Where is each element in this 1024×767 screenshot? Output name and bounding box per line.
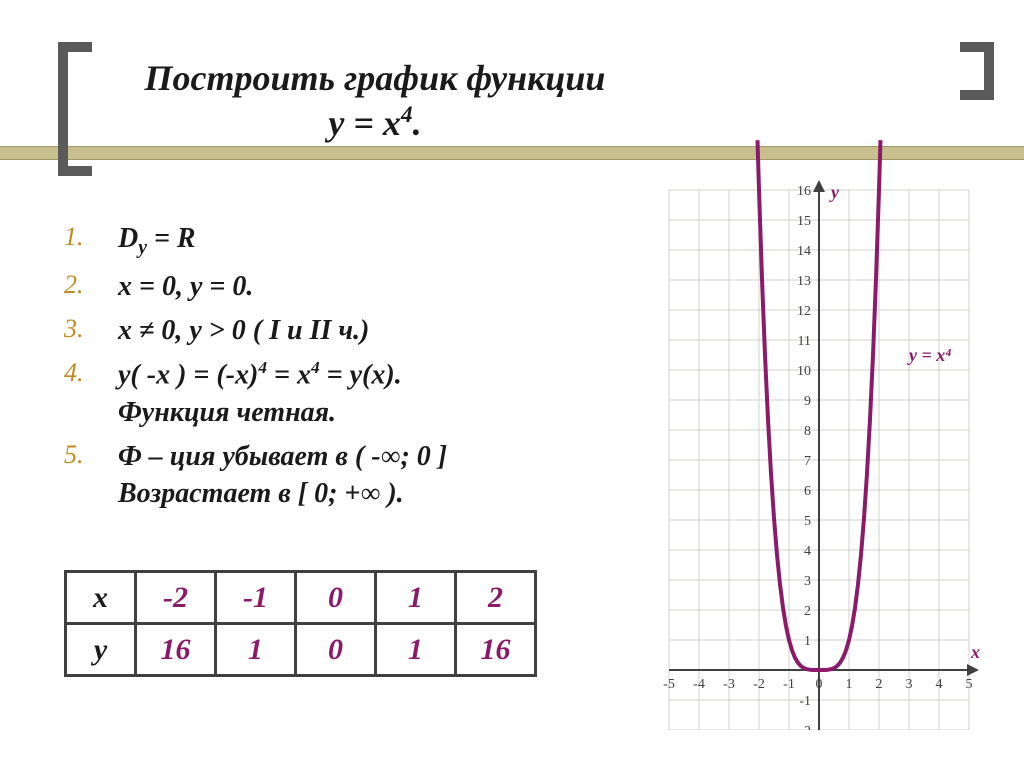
svg-text:0: 0 [816, 677, 823, 692]
title-bracket-right [960, 42, 994, 100]
table-cell: 0 [296, 572, 376, 624]
svg-text:5: 5 [804, 514, 811, 529]
table-header-x: x [66, 572, 136, 624]
table-cell: 1 [376, 572, 456, 624]
title-line2: y = x4. [110, 101, 640, 146]
y-axis-label: y [829, 182, 840, 202]
svg-text:-3: -3 [723, 677, 735, 692]
list-item-text: Ф – ция убывает в ( -∞; 0 ]Возрастает в … [118, 438, 447, 514]
table-cell: -1 [216, 572, 296, 624]
table-cell: 0 [296, 624, 376, 676]
list-item: 4.y( -x ) = (-x)4 = x4 = y(x).Функция че… [64, 356, 624, 432]
svg-text:13: 13 [797, 274, 811, 289]
svg-text:4: 4 [936, 677, 943, 692]
svg-text:5: 5 [966, 677, 973, 692]
svg-text:-1: -1 [783, 677, 795, 692]
list-item-number: 3. [64, 312, 118, 344]
function-chart: -5-4-3-2-101234512345678910111213141516-… [634, 110, 1004, 730]
svg-text:10: 10 [797, 364, 811, 379]
list-item: 3.x ≠ 0, y > 0 ( I и II ч.) [64, 312, 624, 350]
list-item-number: 2. [64, 268, 118, 300]
svg-text:7: 7 [804, 454, 811, 469]
list-item: 1.Dy = R [64, 220, 624, 262]
slide-title: Построить график функции y = x4. [110, 56, 640, 146]
svg-text:-2: -2 [799, 724, 811, 730]
svg-text:1: 1 [804, 634, 811, 649]
table-cell: 2 [456, 572, 536, 624]
svg-text:4: 4 [804, 544, 811, 559]
list-item-number: 5. [64, 438, 118, 470]
list-item-text: x = 0, y = 0. [118, 268, 253, 306]
list-item-number: 4. [64, 356, 118, 388]
svg-text:11: 11 [798, 334, 811, 349]
property-list: 1.Dy = R2.x = 0, y = 0.3.x ≠ 0, y > 0 ( … [64, 220, 624, 519]
x-axis-label: x [970, 642, 980, 662]
svg-text:-5: -5 [663, 677, 675, 692]
table-cell: 1 [376, 624, 456, 676]
table-header-y: y [66, 624, 136, 676]
svg-text:2: 2 [804, 604, 811, 619]
svg-text:-1: -1 [799, 694, 811, 709]
svg-text:1: 1 [846, 677, 853, 692]
list-item: 5.Ф – ция убывает в ( -∞; 0 ]Возрастает … [64, 438, 624, 514]
table-cell: 16 [456, 624, 536, 676]
svg-text:12: 12 [797, 304, 811, 319]
svg-text:3: 3 [906, 677, 913, 692]
list-item-text: y( -x ) = (-x)4 = x4 = y(x).Функция четн… [118, 356, 402, 432]
svg-text:-2: -2 [753, 677, 765, 692]
list-item: 2.x = 0, y = 0. [64, 268, 624, 306]
equation-label: y = x⁴ [907, 345, 952, 365]
svg-text:9: 9 [804, 394, 811, 409]
title-line1: Построить график функции [110, 56, 640, 101]
table-cell: 1 [216, 624, 296, 676]
table-cell: 16 [136, 624, 216, 676]
svg-text:2: 2 [876, 677, 883, 692]
svg-text:-4: -4 [693, 677, 705, 692]
value-table: x-2-1012y1610116 [64, 570, 537, 677]
title-bracket-left [58, 42, 92, 176]
svg-text:15: 15 [797, 214, 811, 229]
chart-svg: -5-4-3-2-101234512345678910111213141516-… [634, 110, 1004, 730]
svg-text:14: 14 [797, 244, 811, 259]
list-item-text: x ≠ 0, y > 0 ( I и II ч.) [118, 312, 369, 350]
svg-text:3: 3 [804, 574, 811, 589]
svg-text:16: 16 [797, 184, 811, 199]
table-cell: -2 [136, 572, 216, 624]
svg-text:6: 6 [804, 484, 811, 499]
list-item-number: 1. [64, 220, 118, 252]
svg-text:8: 8 [804, 424, 811, 439]
list-item-text: Dy = R [118, 220, 196, 262]
